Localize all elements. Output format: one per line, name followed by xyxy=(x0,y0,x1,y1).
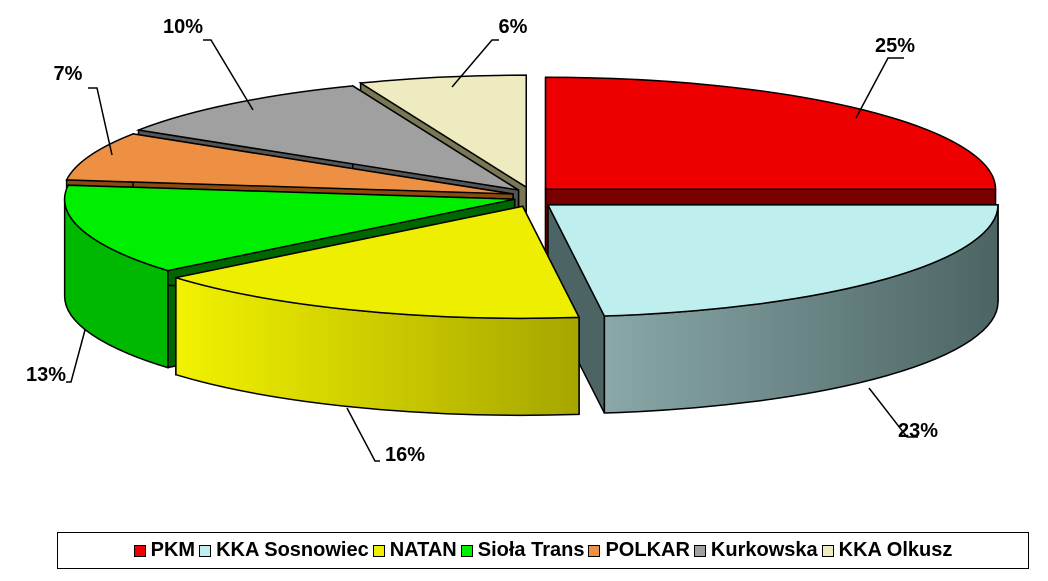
legend-swatch xyxy=(460,544,473,557)
data-labels: 25% 23% 16% 13% 7% 10% 6% xyxy=(26,16,938,466)
slice-kka-sosnowiec xyxy=(546,204,999,317)
leader-line-kurkowska xyxy=(203,39,254,111)
leader-line-natan xyxy=(346,407,380,462)
legend: PKM KKA Sosnowiec NATAN Sioła Trans POLKAR Ku… xyxy=(57,532,1029,569)
legend-swatch xyxy=(588,544,601,557)
data-label-sio-a-trans: 13% xyxy=(26,364,66,386)
slice-natan xyxy=(175,205,581,320)
slice-sio-a-trans xyxy=(63,184,515,272)
data-label-kka-olkusz: 6% xyxy=(499,16,528,38)
leader-line-pkm xyxy=(855,57,904,119)
leader-line-kka-sosnowiec xyxy=(868,387,918,438)
legend-swatch xyxy=(133,544,146,557)
legend-item-kka-sosnowiec: KKA Sosnowiec xyxy=(199,539,369,562)
slice-pkm xyxy=(544,76,997,190)
legend-swatch xyxy=(693,544,706,557)
legend-item-sio-a-trans: Sioła Trans xyxy=(460,539,585,562)
legend-swatch xyxy=(372,544,385,557)
leader-line-polkar xyxy=(88,87,113,156)
legend-label: PKM xyxy=(150,539,196,561)
legend-swatch xyxy=(199,544,212,557)
data-label-pkm: 25% xyxy=(875,35,915,57)
legend-swatch xyxy=(821,544,834,557)
legend-label: NATAN xyxy=(389,539,457,561)
pie-slices xyxy=(63,74,999,320)
legend-item-kka-olkusz: KKA Olkusz xyxy=(821,539,953,562)
slice-polkar xyxy=(65,133,514,195)
legend-item-polkar: POLKAR xyxy=(588,539,690,562)
legend-label: KKA Olkusz xyxy=(838,539,953,561)
legend-item-kurkowska: Kurkowska xyxy=(693,539,818,562)
legend-label: Kurkowska xyxy=(710,539,818,561)
legend-label: KKA Sosnowiec xyxy=(216,539,369,561)
slice-kurkowska xyxy=(135,85,519,191)
legend-label: Sioła Trans xyxy=(477,539,585,561)
leader-line-sio-a-trans xyxy=(66,329,86,383)
legend-item-natan: NATAN xyxy=(372,539,457,562)
leader-line-kka-olkusz xyxy=(451,39,499,88)
slice-kka-olkusz xyxy=(358,74,528,189)
data-label-natan: 16% xyxy=(385,444,425,466)
data-label-kka-sosnowiec: 23% xyxy=(898,420,938,442)
data-label-polkar: 7% xyxy=(54,63,83,85)
legend-label: POLKAR xyxy=(605,539,690,561)
data-label-kurkowska: 10% xyxy=(163,16,203,38)
leader-lines xyxy=(66,39,918,462)
legend-item-pkm: PKM xyxy=(133,539,196,562)
